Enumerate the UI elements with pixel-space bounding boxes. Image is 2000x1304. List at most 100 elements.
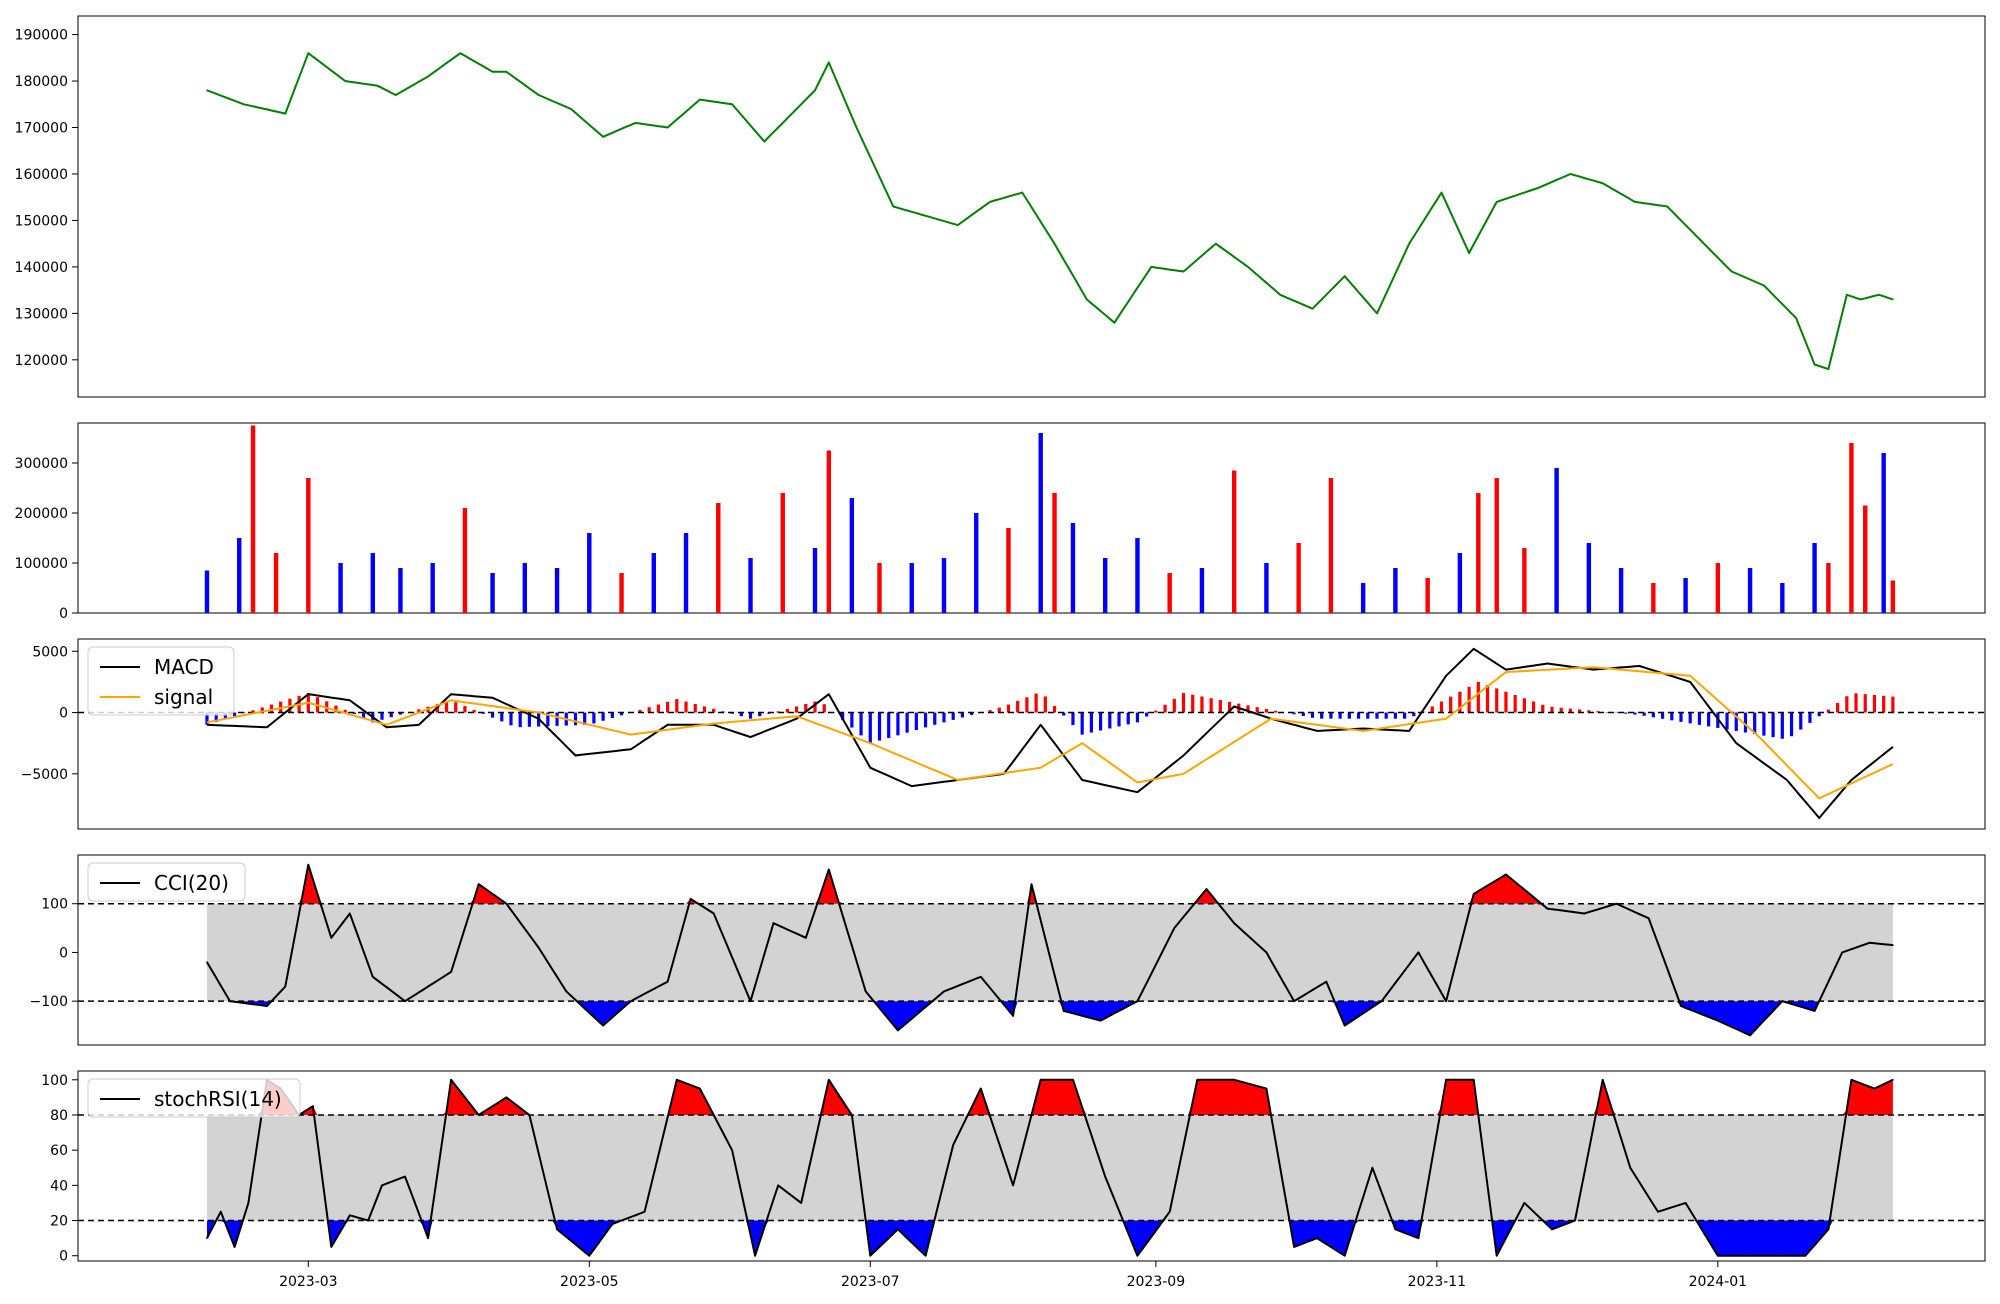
volume-bar bbox=[1361, 583, 1365, 613]
volume-bar bbox=[555, 568, 559, 613]
volume-bar bbox=[684, 533, 688, 613]
panel-frame bbox=[78, 639, 1985, 829]
macd-histogram-bar bbox=[380, 713, 383, 720]
price-point bbox=[570, 108, 572, 110]
price-point bbox=[667, 127, 669, 129]
macd-histogram-bar bbox=[684, 702, 687, 713]
data-point bbox=[478, 883, 480, 885]
price-point bbox=[1496, 201, 1498, 203]
legend-entry: MACD bbox=[154, 655, 214, 679]
data-point bbox=[1072, 1079, 1074, 1081]
y-tick-label: 0 bbox=[59, 706, 68, 722]
macd-histogram-bar bbox=[1108, 713, 1111, 729]
volume-bar bbox=[1425, 578, 1429, 613]
price-point bbox=[814, 90, 816, 92]
macd-histogram-bar bbox=[1136, 713, 1139, 723]
data-point bbox=[506, 903, 508, 905]
data-point bbox=[1063, 1010, 1065, 1012]
data-point bbox=[699, 1088, 701, 1090]
macd-histogram-bar bbox=[648, 707, 651, 712]
price-point bbox=[1763, 285, 1765, 287]
volume-bar bbox=[1826, 563, 1830, 613]
macd-histogram-bar bbox=[657, 704, 660, 712]
macd-histogram-bar bbox=[795, 706, 798, 712]
data-point bbox=[1547, 908, 1549, 910]
volume-bar bbox=[1554, 468, 1558, 613]
volume-bar bbox=[587, 533, 591, 613]
price-point bbox=[1408, 243, 1410, 245]
data-point bbox=[556, 1229, 558, 1231]
macd-histogram-bar bbox=[1099, 713, 1102, 731]
data-point bbox=[828, 869, 830, 871]
y-tick-label: 160000 bbox=[15, 167, 68, 183]
volume-bar bbox=[1683, 578, 1687, 613]
macd-histogram-bar bbox=[1679, 713, 1682, 722]
data-point bbox=[206, 961, 208, 963]
data-point bbox=[1657, 1211, 1659, 1213]
data-point bbox=[1648, 918, 1650, 920]
macd-histogram-bar bbox=[1495, 688, 1498, 712]
y-tick-label: 80 bbox=[50, 1108, 68, 1124]
volume-bar bbox=[1812, 543, 1816, 613]
neutral-band bbox=[207, 904, 1893, 1001]
legend-entry: stochRSI(14) bbox=[154, 1087, 282, 1111]
price-point bbox=[1344, 275, 1346, 277]
macd-histogram-bar bbox=[1707, 713, 1710, 727]
data-point bbox=[1551, 1229, 1553, 1231]
data-point bbox=[1173, 927, 1175, 929]
macd-histogram-bar bbox=[1403, 713, 1406, 719]
data-point bbox=[450, 1079, 452, 1081]
data-point bbox=[865, 991, 867, 993]
volume-bar bbox=[1103, 558, 1107, 613]
macd-histogram-bar bbox=[1808, 713, 1811, 723]
macd-histogram-bar bbox=[1864, 694, 1867, 712]
macd-histogram-bar bbox=[1624, 713, 1627, 714]
macd-histogram-bar bbox=[509, 713, 512, 726]
data-point bbox=[750, 1000, 752, 1002]
data-point bbox=[805, 937, 807, 939]
macd-histogram-bar bbox=[1154, 711, 1157, 713]
macd-histogram-bar bbox=[1200, 697, 1203, 713]
y-tick-label: 100 bbox=[41, 1073, 68, 1089]
macd-histogram-bar bbox=[491, 713, 494, 718]
data-point bbox=[1445, 1000, 1447, 1002]
macd-histogram-bar bbox=[1661, 713, 1664, 719]
volume-bar bbox=[1135, 538, 1139, 613]
macd-histogram-bar bbox=[823, 704, 826, 712]
data-point bbox=[1874, 1088, 1876, 1090]
macd-histogram-bar bbox=[1550, 707, 1553, 713]
y-tick-label: 300000 bbox=[15, 456, 68, 472]
macd-histogram-bar bbox=[1891, 697, 1894, 713]
data-point bbox=[206, 1237, 208, 1239]
data-point bbox=[372, 976, 374, 978]
y-tick-label: 40 bbox=[50, 1178, 68, 1194]
legend: MACD signal bbox=[88, 647, 234, 715]
macd-histogram-bar bbox=[1007, 705, 1010, 713]
macd-histogram-bar bbox=[924, 713, 927, 728]
volume-bar bbox=[1264, 563, 1268, 613]
y-tick-label: 130000 bbox=[15, 306, 68, 322]
price-point bbox=[1114, 322, 1116, 324]
macd-histogram-bar bbox=[1670, 713, 1673, 721]
macd-histogram-bar bbox=[1256, 707, 1259, 712]
volume-bar bbox=[1495, 478, 1499, 613]
legend-entry: signal bbox=[154, 685, 213, 709]
data-point bbox=[1505, 874, 1507, 876]
macd-histogram-bar bbox=[906, 713, 909, 733]
macd-histogram-bar bbox=[1173, 699, 1176, 713]
macd-histogram-bar bbox=[555, 713, 558, 726]
volume-bar bbox=[338, 563, 342, 613]
y-tick-label: 20 bbox=[50, 1214, 68, 1230]
macd-histogram-bar bbox=[1523, 698, 1526, 712]
price-point bbox=[925, 215, 927, 217]
macd-histogram-bar bbox=[749, 713, 752, 719]
price-point bbox=[791, 113, 793, 115]
macd-histogram-bar bbox=[500, 713, 503, 722]
price-point bbox=[699, 99, 701, 101]
macd-histogram-bar bbox=[1394, 713, 1397, 719]
data-point bbox=[897, 1030, 899, 1032]
data-point bbox=[1851, 1079, 1853, 1081]
volume-bar bbox=[1891, 581, 1895, 614]
y-tick-label: −5000 bbox=[21, 767, 68, 783]
data-point bbox=[1316, 1237, 1318, 1239]
